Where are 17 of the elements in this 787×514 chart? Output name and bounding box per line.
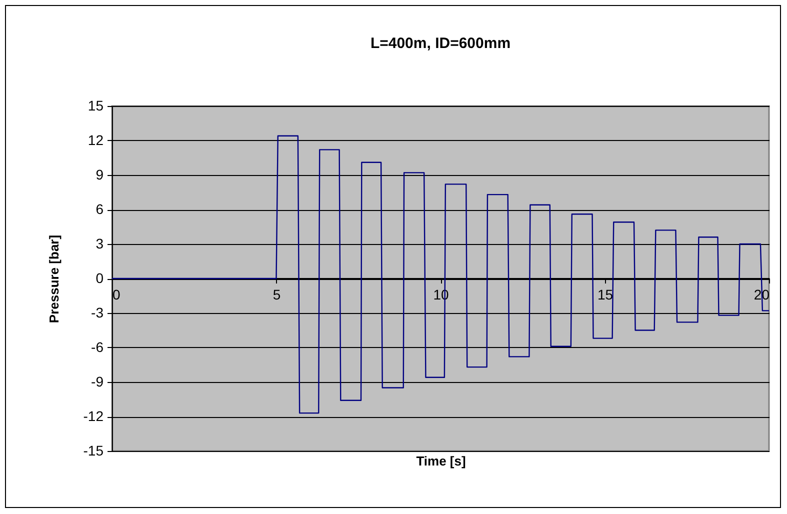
y-tick-label: 9	[96, 166, 104, 182]
y-tick-label: -15	[83, 442, 104, 458]
y-axis-title: Pressure [bar]	[46, 234, 62, 324]
y-tick-label: 3	[96, 236, 104, 252]
y-tick-label: -9	[91, 374, 104, 390]
y-tick-label: 0	[96, 270, 104, 286]
chart-title: L=400m, ID=600mm	[370, 35, 511, 52]
y-tick-label: -3	[91, 304, 104, 320]
y-tick-label: -12	[83, 408, 104, 424]
y-tick-label: 12	[88, 132, 104, 148]
x-tick-label: 15	[597, 286, 614, 302]
y-tick-label: 15	[88, 98, 104, 114]
x-tick-label: 5	[272, 286, 281, 302]
y-tick-label: 6	[96, 201, 104, 217]
x-tick-label: 0	[112, 286, 120, 302]
x-axis-title: Time [s]	[416, 454, 466, 468]
y-tick-label: -6	[91, 339, 104, 355]
